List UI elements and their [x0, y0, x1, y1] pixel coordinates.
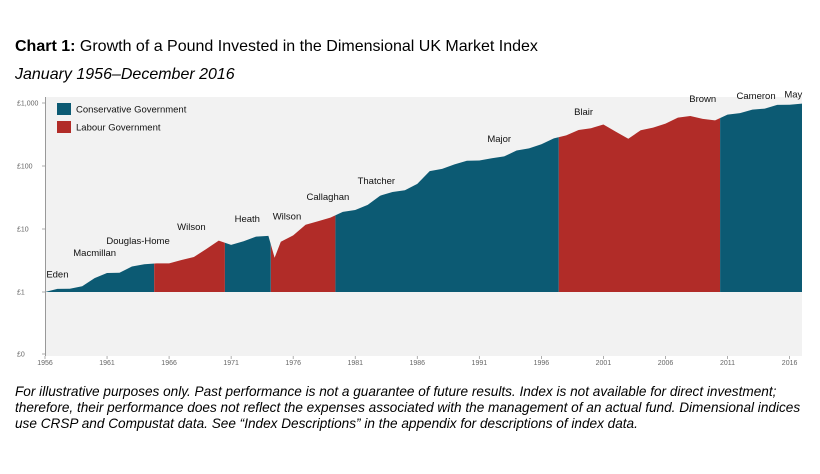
x-tick-label-6: 1986: [410, 360, 426, 367]
pm-label-3: Wilson: [177, 222, 206, 233]
x-tick-label-0: 1956: [37, 360, 53, 367]
chart-subtitle: January 1956–December 2016: [15, 66, 235, 83]
x-tick-label-3: 1971: [223, 360, 239, 367]
period-fill-5: [558, 103, 721, 292]
y-tick-label-2: £10: [17, 227, 29, 234]
pm-label-12: May: [784, 89, 802, 100]
x-tick-label-5: 1981: [347, 360, 363, 367]
growth-chart: £1,000£100£10£1£0 1956 1961 1966 1971 1976 19…: [17, 89, 803, 367]
pm-label-8: Major: [487, 134, 511, 145]
x-tick-label-10: 2006: [658, 360, 674, 367]
pm-label-0: Eden: [46, 269, 68, 280]
x-tick-label-2: 1966: [161, 360, 177, 367]
x-tick-label-9: 2001: [596, 360, 612, 367]
x-tick-label-4: 1976: [285, 360, 301, 367]
legend-swatch-1: [57, 121, 71, 133]
pm-label-11: Cameron: [737, 91, 776, 102]
x-tick-label-12: 2016: [782, 360, 798, 367]
y-tick-label-0: £1,000: [17, 101, 39, 108]
pm-label-1: Macmillan: [73, 248, 116, 259]
chart-title: Chart 1: Growth of a Pound Invested in t…: [15, 38, 538, 56]
pm-label-4: Heath: [235, 214, 260, 225]
y-tick-label-4: £0: [17, 352, 25, 359]
x-tick-label-1: 1961: [99, 360, 115, 367]
pm-label-6: Callaghan: [307, 192, 350, 203]
x-tick-label-11: 2011: [720, 360, 735, 367]
pm-label-7: Thatcher: [358, 176, 396, 187]
chart-title-prefix: Chart 1:: [15, 38, 76, 55]
legend: Conservative Government Labour Government: [57, 103, 187, 134]
x-tick-label-7: 1991: [472, 360, 488, 367]
pm-label-9: Blair: [574, 107, 593, 118]
footnote: For illustrative purposes only. Past per…: [15, 384, 801, 431]
pm-label-5: Wilson: [273, 211, 302, 222]
legend-swatch-0: [57, 103, 71, 115]
legend-label-0: Conservative Government: [76, 105, 187, 116]
x-axis-ticks: 1956 1961 1966 1971 1976 1981 1986 1991 1996 2001…: [37, 356, 797, 367]
y-tick-label-3: £1: [17, 290, 25, 297]
pm-label-10: Brown: [689, 94, 716, 105]
y-tick-label-1: £100: [17, 164, 33, 171]
legend-label-1: Labour Government: [76, 123, 161, 134]
period-fill-6: [720, 103, 802, 292]
x-tick-label-8: 1996: [534, 360, 550, 367]
y-axis-ticks: £1,000 £100 £10 £1 £0: [17, 101, 45, 359]
pm-label-2: Douglas-Home: [106, 236, 169, 247]
chart-title-text: Growth of a Pound Invested in the Dimens…: [75, 38, 538, 55]
